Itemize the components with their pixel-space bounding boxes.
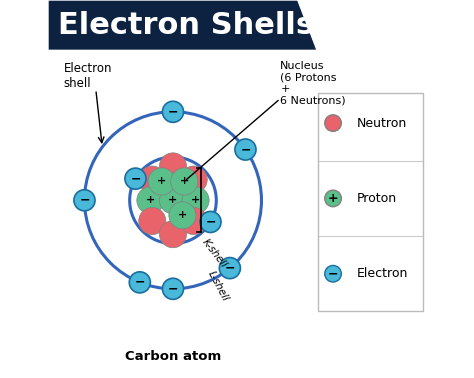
Text: −: −	[135, 276, 145, 289]
Circle shape	[325, 115, 341, 132]
Text: +: +	[191, 195, 200, 205]
Circle shape	[235, 139, 256, 160]
Circle shape	[159, 187, 187, 214]
Text: −: −	[79, 194, 90, 207]
Text: Proton: Proton	[356, 192, 397, 205]
Circle shape	[200, 211, 221, 232]
Circle shape	[325, 190, 341, 207]
Text: K-shell: K-shell	[200, 237, 228, 269]
Text: L-shell: L-shell	[206, 269, 230, 303]
Circle shape	[325, 265, 341, 282]
Text: +: +	[178, 211, 187, 220]
Circle shape	[159, 221, 187, 248]
Circle shape	[148, 168, 175, 195]
Text: −: −	[168, 282, 178, 295]
Text: −: −	[328, 267, 338, 280]
Circle shape	[139, 208, 166, 235]
Text: +: +	[146, 195, 155, 205]
Text: +: +	[328, 192, 338, 205]
Circle shape	[180, 166, 207, 193]
Circle shape	[182, 187, 209, 214]
Text: Neutron: Neutron	[356, 116, 407, 130]
Circle shape	[169, 202, 196, 229]
Circle shape	[125, 168, 146, 189]
Circle shape	[74, 190, 95, 211]
Circle shape	[219, 257, 240, 279]
Circle shape	[171, 168, 198, 195]
Circle shape	[163, 101, 183, 122]
Text: −: −	[225, 262, 235, 274]
Text: −: −	[240, 143, 251, 156]
Text: +: +	[180, 177, 189, 186]
Text: Nucleus
(6 Protons
+
6 Neutrons): Nucleus (6 Protons + 6 Neutrons)	[280, 61, 346, 106]
Circle shape	[139, 166, 166, 193]
Circle shape	[129, 272, 150, 293]
Text: Electron Shells: Electron Shells	[58, 11, 314, 40]
Polygon shape	[49, 1, 316, 50]
Text: Electron: Electron	[356, 267, 408, 280]
Text: Electron
shell: Electron shell	[64, 62, 112, 90]
Text: Carbon atom: Carbon atom	[125, 350, 221, 363]
Text: +: +	[157, 177, 166, 186]
Text: −: −	[130, 172, 141, 185]
Text: −: −	[205, 215, 216, 228]
Circle shape	[137, 187, 164, 214]
Circle shape	[163, 278, 183, 299]
Text: −: −	[168, 105, 178, 118]
Circle shape	[180, 208, 207, 235]
Circle shape	[159, 153, 187, 180]
Text: +: +	[168, 195, 178, 205]
